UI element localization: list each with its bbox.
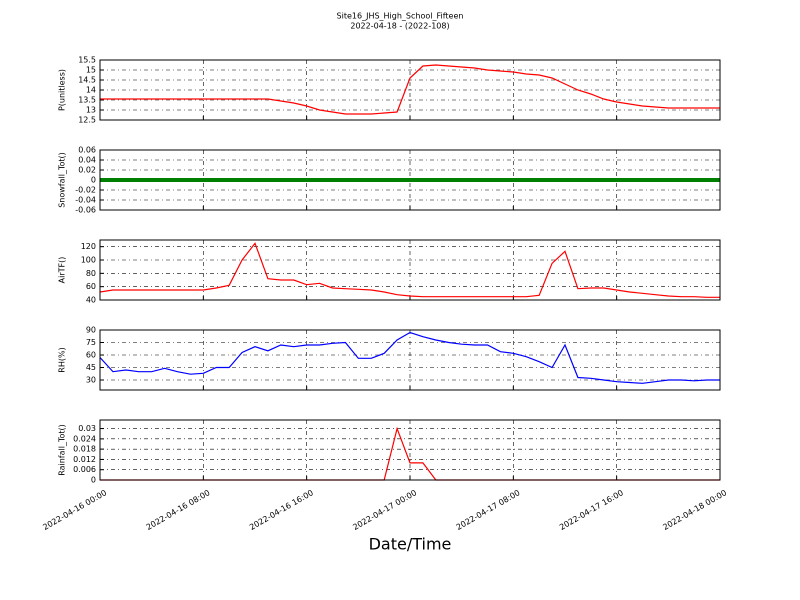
y-axis-label: RH(%) xyxy=(58,347,67,372)
x-axis-label: Date/Time xyxy=(369,535,452,554)
y-tick-label: 0 xyxy=(91,176,96,185)
plot-frame xyxy=(99,59,721,121)
y-tick-label: 0 xyxy=(91,476,96,485)
y-tick-label: 13 xyxy=(86,106,96,115)
x-tick-label: 2022-04-16 00:00 xyxy=(41,488,108,532)
y-tick-label: 12.5 xyxy=(78,116,96,125)
y-tick-label: 0.03 xyxy=(78,424,96,433)
x-tick-label: 2022-04-16 08:00 xyxy=(145,488,212,532)
y-tick-label: 13.5 xyxy=(78,96,96,105)
y-tick-label: 100 xyxy=(81,256,96,265)
y-tick-label: 0.04 xyxy=(78,156,96,165)
y-tick-label: 0.06 xyxy=(78,146,96,155)
data-line xyxy=(99,331,720,384)
y-axis-label: AirTF() xyxy=(58,257,67,284)
y-tick-label: 60 xyxy=(86,351,96,360)
data-line xyxy=(100,64,720,115)
y-tick-label: 90 xyxy=(86,326,96,335)
y-tick-label: -0.04 xyxy=(75,196,96,205)
plot-frame xyxy=(99,329,721,391)
x-tick-label: 2022-04-17 08:00 xyxy=(455,488,522,532)
y-tick-label: 0.024 xyxy=(73,434,96,443)
y-tick-label: -0.02 xyxy=(75,186,96,195)
y-tick-label: -0.06 xyxy=(75,206,96,215)
y-tick-label: 45 xyxy=(86,363,96,372)
x-tick-label: 2022-04-16 16:00 xyxy=(248,488,315,532)
y-tick-label: 40 xyxy=(86,296,96,305)
y-tick-label: 30 xyxy=(86,376,96,385)
y-tick-label: 60 xyxy=(86,282,96,291)
y-tick-label: 120 xyxy=(81,242,96,251)
data-line xyxy=(99,242,720,298)
y-tick-label: 15 xyxy=(86,66,96,75)
y-axis-label: Snowfall_Tot() xyxy=(58,152,67,208)
y-tick-label: 0.02 xyxy=(78,166,96,175)
chart-subtitle: 2022-04-18 - (2022-108) xyxy=(350,22,449,31)
y-tick-label: 0.006 xyxy=(73,465,96,474)
y-tick-label: 80 xyxy=(86,269,96,278)
plot-frame xyxy=(99,149,721,211)
y-tick-label: 14 xyxy=(86,86,96,95)
y-axis-label: P(unitless) xyxy=(58,69,67,111)
y-axis-label: Rainfall_Tot() xyxy=(58,424,67,476)
plot-frame xyxy=(99,419,721,481)
y-tick-label: 75 xyxy=(86,338,96,347)
x-tick-label: 2022-04-17 00:00 xyxy=(351,488,418,532)
plot-frame xyxy=(99,239,721,301)
y-tick-label: 14.5 xyxy=(78,76,96,85)
y-tick-label: 15.5 xyxy=(78,56,96,65)
x-tick-label: 2022-04-17 16:00 xyxy=(558,488,625,532)
x-tick-label: 2022-04-18 00:00 xyxy=(661,488,728,532)
y-tick-label: 0.012 xyxy=(73,455,96,464)
chart-title: Site16_JHS_High_School_Fifteen xyxy=(337,12,464,21)
y-tick-label: 0.018 xyxy=(73,445,96,454)
